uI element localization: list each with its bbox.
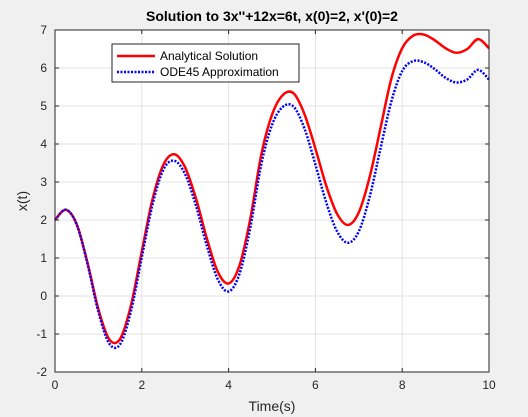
y-tick-label-3: 1 xyxy=(40,251,47,265)
series-line-analytical xyxy=(54,32,490,345)
y-tick-label-8: 6 xyxy=(40,61,47,75)
x-axis-label: Time(s) xyxy=(249,398,296,414)
legend-label-analytical: Analytical Solution xyxy=(160,49,258,63)
y-tick-label-1: -1 xyxy=(36,327,47,341)
y-tick-label-0: -2 xyxy=(36,365,47,379)
legend: Analytical Solution ODE45 Approximation xyxy=(111,43,300,83)
x-tick-label-3: 6 xyxy=(312,378,319,392)
chart-title: Solution to 3x''+12x=6t, x(0)=2, x'(0)=2 xyxy=(146,8,398,24)
x-tick-label-4: 8 xyxy=(399,378,406,392)
ticks-group: 0 2 4 6 8 10 -2 -1 0 1 2 3 4 5 6 7 xyxy=(36,23,496,392)
y-tick-label-7: 5 xyxy=(40,99,47,113)
series-group xyxy=(54,32,490,350)
legend-label-ode45: ODE45 Approximation xyxy=(160,65,279,79)
y-tick-label-9: 7 xyxy=(40,23,47,37)
y-tick-label-2: 0 xyxy=(40,289,47,303)
legend-box xyxy=(111,43,300,83)
axes-box xyxy=(54,29,490,373)
x-tick-label-2: 4 xyxy=(225,378,232,392)
y-axis-label: x(t) xyxy=(14,191,30,211)
x-tick-label-5: 10 xyxy=(482,378,496,392)
y-tick-label-6: 4 xyxy=(40,137,47,151)
x-tick-label-1: 2 xyxy=(138,378,145,392)
y-tick-label-5: 3 xyxy=(40,175,47,189)
x-tick-label-0: 0 xyxy=(52,378,59,392)
y-tick-label-4: 2 xyxy=(40,213,47,227)
series-line-ode45 xyxy=(54,59,490,350)
